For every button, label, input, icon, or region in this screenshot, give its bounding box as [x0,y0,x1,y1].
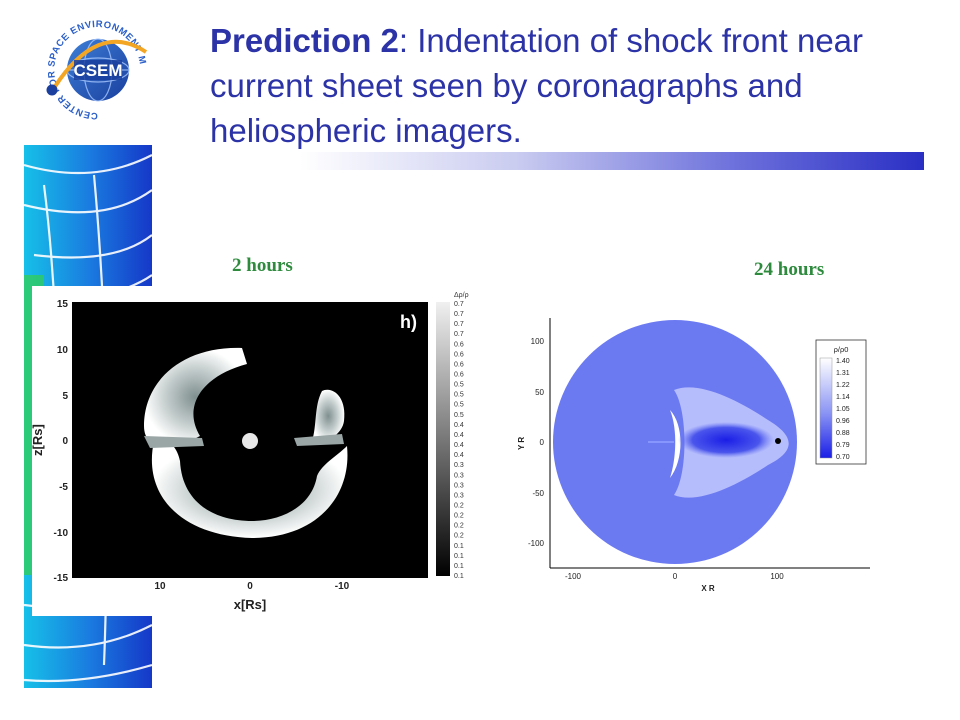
legend-value-label: 0.79 [836,442,850,449]
x-tick-label: -10 [335,581,350,592]
colorbar-tick-label: 0.1 [454,563,464,570]
y-tick-label: 50 [535,388,544,397]
colorbar-tick-label: 0.6 [454,361,464,368]
colorbar-tick-label: 0.5 [454,412,464,419]
density-legend: ρ/ρ0 1.40 1.31 1.22 1.14 1.05 0.96 0.88 0.79 0.7… [815,339,867,465]
colorbar-tick-label: 0.5 [454,402,464,409]
colorbar-tick-label: 0.7 [454,331,464,338]
colorbar [436,302,450,576]
slide-title: Prediction 2: Indentation of shock front… [210,18,910,153]
colorbar-tick-label: 0.3 [454,472,464,479]
y-tick-label: -15 [54,573,69,584]
colorbar-tick-label: 0.6 [454,372,464,379]
x-tick-label: 0 [673,572,678,581]
colorbar-tick-label: 0.4 [454,422,464,429]
legend-value-label: 1.05 [836,406,850,413]
legend-value-label: 1.14 [836,394,850,401]
panel-label: h) [400,312,417,332]
colorbar-tick-label: 0.6 [454,351,464,358]
y-tick-label: -100 [528,539,545,548]
y-axis-label: Y R [517,437,526,450]
title-rest: : Indentation of shock front near curren… [210,22,864,149]
colorbar-tick-label: 0.2 [454,523,464,530]
y-tick-label: -5 [59,482,68,493]
colorbar-tick-label: 0.4 [454,452,464,459]
colorbar-tick-label: 0.3 [454,462,464,469]
heliosphere-density-plot: 100 50 0 -50 -100 Y R -100 0 100 X R ρ/ρ… [517,318,870,593]
colorbar-tick-label: 0.2 [454,513,464,520]
y-axis-label: z[Rs] [32,424,45,456]
legend-value-label: 1.31 [836,370,850,377]
colorbar-title: Δρ/ρ [454,292,469,299]
colorbar-tick-label: 0.3 [454,492,464,499]
colorbar-tick-label: 0.4 [454,432,464,439]
colorbar-tick-label: 0.1 [454,573,464,580]
x-tick-label: -100 [565,572,582,581]
x-tick-label: 100 [770,572,784,581]
colorbar-tick-label: 0.2 [454,533,464,540]
time-label-2-hours: 2 hours [232,255,293,276]
colorbar-tick-label: 0.3 [454,482,464,489]
colorbar-tick-label: 0.7 [454,321,464,328]
colorbar-tick-label: 0.5 [454,382,464,389]
legend-value-label: 1.22 [836,382,850,389]
x-axis-label: x[Rs] [234,597,267,612]
colorbar-tick-label: 0.5 [454,392,464,399]
title-bold: Prediction 2 [210,22,399,59]
colorbar-tick-label: 0.7 [454,301,464,308]
y-tick-label: -10 [54,528,69,539]
legend-value-label: 0.70 [836,454,850,461]
y-tick-label: 100 [531,337,545,346]
y-tick-label: 10 [57,345,69,356]
colorbar-tick-label: 0.4 [454,442,464,449]
y-tick-label: 5 [62,391,68,402]
sun-disk [242,433,258,449]
legend-title: ρ/ρ0 [834,345,849,354]
colorbar-tick-label: 0.1 [454,543,464,550]
legend-value-label: 0.88 [836,430,850,437]
title-underline-bar [300,152,924,170]
shock-density-plot: h) 15 10 5 0 -5 -10 -15 z[Rs] 10 0 -10 x… [32,286,472,616]
y-tick-label: 15 [57,299,69,310]
legend-value-label: 0.96 [836,418,850,425]
y-tick-label: -50 [532,489,544,498]
x-tick-label: 10 [154,581,166,592]
logo-dot-icon [46,84,58,96]
logo-acronym: CSEM [73,61,122,80]
legend-value-label: 1.40 [836,358,850,365]
colorbar-tick-label: 0.1 [454,553,464,560]
time-label-24-hours: 24 hours [754,259,825,280]
cme-ring-shape [144,347,348,538]
csem-logo: CENTER FOR SPACE ENVIRONMENT MODELING CS… [28,10,147,121]
x-tick-label: 0 [247,581,253,592]
heliosphere-disk [553,320,797,564]
colorbar-tick-label: 0.2 [454,502,464,509]
colorbar-tick-label: 0.7 [454,311,464,318]
colorbar-tick-label: 0.6 [454,341,464,348]
y-tick-label: 0 [540,438,545,447]
y-tick-label: 0 [62,436,68,447]
x-axis-label: X R [701,584,715,593]
earth-marker [775,438,781,444]
low-density-region [678,422,774,458]
